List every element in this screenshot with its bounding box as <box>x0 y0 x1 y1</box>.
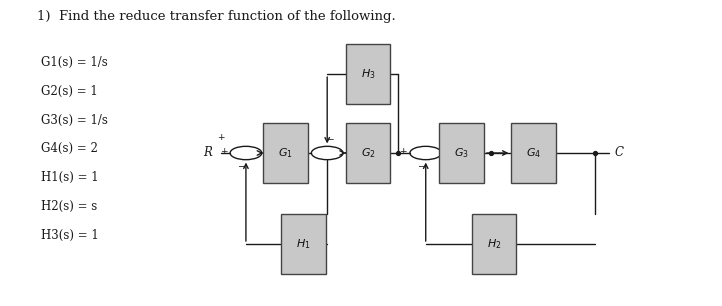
Text: +: + <box>301 147 308 156</box>
Text: G2(s) = 1: G2(s) = 1 <box>41 85 97 98</box>
Text: G4(s) = 2: G4(s) = 2 <box>41 142 97 155</box>
Text: +: + <box>399 147 407 156</box>
Text: $H_3$: $H_3$ <box>361 67 375 81</box>
Text: −: − <box>417 161 425 170</box>
Text: $G_4$: $G_4$ <box>526 146 542 160</box>
FancyBboxPatch shape <box>264 123 308 183</box>
FancyBboxPatch shape <box>346 44 391 104</box>
Text: $H_2$: $H_2$ <box>487 237 501 251</box>
Text: +: + <box>219 147 227 156</box>
Text: H1(s) = 1: H1(s) = 1 <box>41 171 99 184</box>
Text: G1(s) = 1/s: G1(s) = 1/s <box>41 56 108 69</box>
Text: 1)  Find the reduce transfer function of the following.: 1) Find the reduce transfer function of … <box>38 10 396 24</box>
Text: $H_1$: $H_1$ <box>296 237 310 251</box>
Text: R: R <box>204 146 212 159</box>
Text: H3(s) = 1: H3(s) = 1 <box>41 229 99 242</box>
Text: −: − <box>237 161 245 170</box>
FancyBboxPatch shape <box>281 214 326 274</box>
Text: $G_3$: $G_3$ <box>454 146 469 160</box>
FancyBboxPatch shape <box>471 214 516 274</box>
Text: $G_1$: $G_1$ <box>278 146 293 160</box>
FancyBboxPatch shape <box>346 123 391 183</box>
Text: $G_2$: $G_2$ <box>361 146 375 160</box>
FancyBboxPatch shape <box>511 123 556 183</box>
Text: +: + <box>217 133 225 142</box>
FancyBboxPatch shape <box>440 123 484 183</box>
Text: H2(s) = s: H2(s) = s <box>41 200 97 213</box>
Text: −: − <box>326 134 333 143</box>
Text: C: C <box>614 146 623 159</box>
Text: G3(s) = 1/s: G3(s) = 1/s <box>41 114 108 127</box>
